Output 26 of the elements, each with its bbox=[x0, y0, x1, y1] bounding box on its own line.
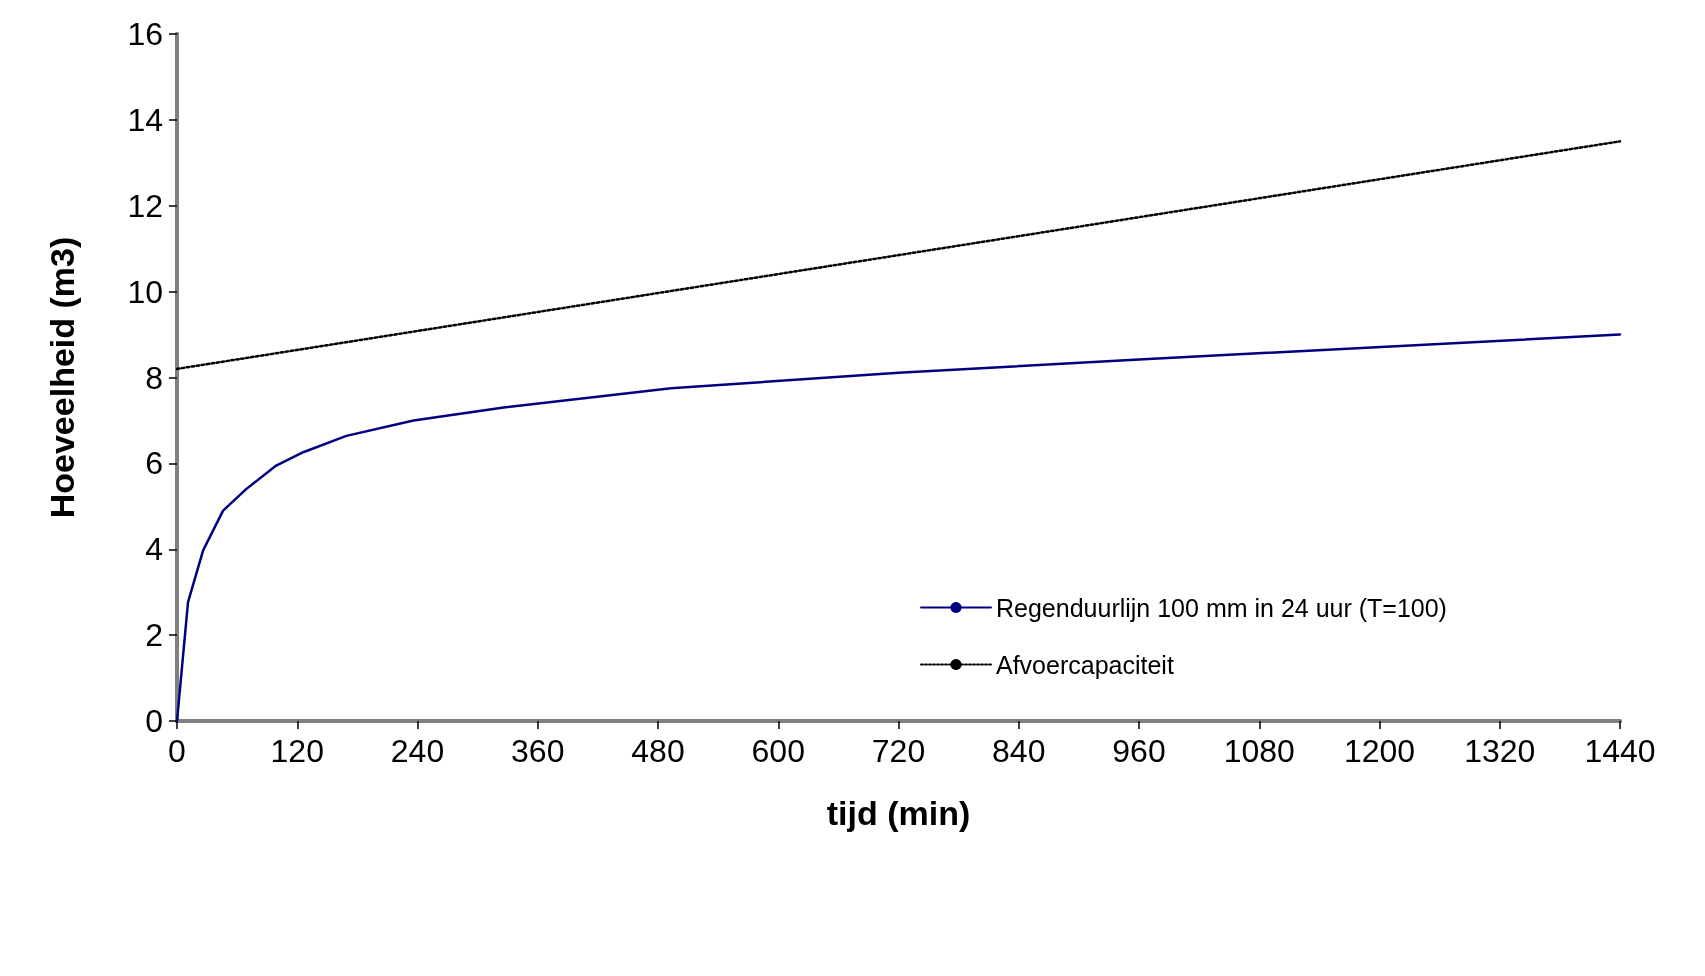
y-tick-label: 0 bbox=[145, 703, 163, 739]
x-tick-label: 600 bbox=[751, 733, 805, 769]
y-tick-label: 2 bbox=[145, 617, 163, 654]
x-tick-label: 0 bbox=[168, 733, 186, 769]
legend-label: Regenduurlijn 100 mm in 24 uur (T=100) bbox=[996, 593, 1447, 622]
x-tick-label: 360 bbox=[511, 733, 565, 769]
x-tick-label: 120 bbox=[270, 733, 324, 769]
y-tick-label: 14 bbox=[127, 101, 163, 138]
y-tick-label: 4 bbox=[145, 531, 163, 568]
y-axis-title: Hoeveelheid (m3) bbox=[43, 236, 81, 519]
x-tick-label: 960 bbox=[1112, 733, 1166, 769]
y-tick-label: 6 bbox=[145, 445, 163, 482]
legend-label: Afvoercapaciteit bbox=[996, 650, 1174, 679]
x-tick-label: 720 bbox=[871, 733, 926, 769]
x-tick-label: 1080 bbox=[1223, 733, 1295, 769]
x-tick-label: 240 bbox=[390, 733, 445, 769]
x-tick-label: 840 bbox=[992, 733, 1046, 769]
x-tick-label: 1200 bbox=[1343, 733, 1416, 769]
x-tick-label: 1320 bbox=[1464, 733, 1536, 769]
y-tick-label: 10 bbox=[127, 273, 163, 310]
y-tick-label: 16 bbox=[127, 16, 163, 52]
x-axis-title: tijd (min) bbox=[826, 794, 971, 832]
y-tick-label: 8 bbox=[145, 359, 163, 396]
x-tick-label: 480 bbox=[631, 733, 685, 769]
x-tick-label: 1440 bbox=[1584, 733, 1656, 769]
y-tick-label: 12 bbox=[127, 187, 163, 224]
